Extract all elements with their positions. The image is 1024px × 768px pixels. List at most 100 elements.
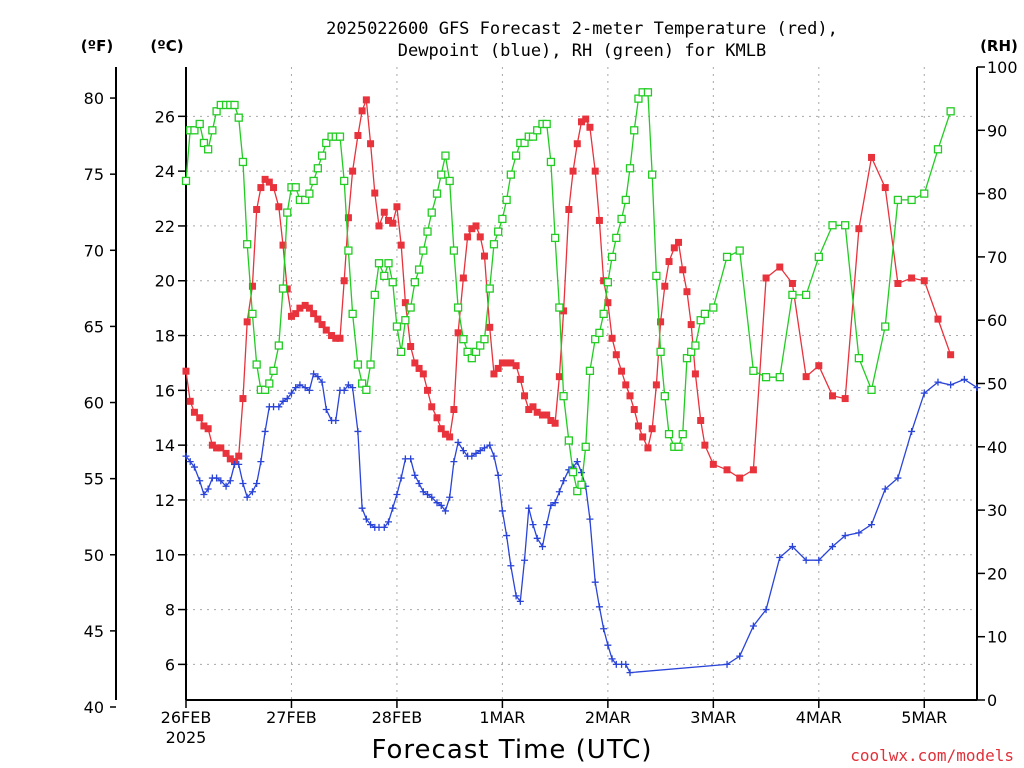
dewpoint-point [450, 458, 458, 466]
temperature-point [855, 225, 863, 233]
temperature-point [595, 216, 603, 224]
temperature-point [908, 274, 916, 282]
temperature-point [204, 425, 212, 433]
rh-point [652, 271, 661, 281]
fahrenheit-tick-label: 65 [84, 317, 104, 336]
temperature-point [301, 301, 309, 309]
celsius-tick-label: 26 [155, 107, 175, 126]
temperature-point [675, 238, 683, 246]
temperature-point [626, 392, 634, 400]
rh-point [700, 309, 710, 319]
temperature-point [459, 274, 467, 282]
rh-point [585, 366, 595, 375]
rh-point [664, 429, 674, 439]
temperature-point [322, 326, 330, 334]
rh-point [401, 316, 410, 325]
rh-point [384, 259, 393, 268]
temperature-point [328, 332, 336, 340]
rh-point [648, 170, 657, 179]
x-tick-label: 3MAR [690, 708, 736, 727]
dewpoint-point [314, 373, 322, 381]
temperature-point [762, 274, 770, 282]
dewpoint-point [380, 523, 388, 531]
rh-point [907, 195, 916, 205]
dewpoint-point [604, 641, 612, 649]
dewpoint-point [498, 507, 506, 515]
rh-point [573, 486, 582, 496]
dewpoint-point [586, 515, 594, 523]
chart-title-line-1: 2025022600 GFS Forecast 2-meter Temperat… [326, 19, 838, 39]
rh-tick-label: 90 [987, 121, 1007, 140]
rh-point [427, 208, 436, 217]
temperature-point [454, 329, 462, 337]
dewpoint-point [595, 603, 603, 611]
dewpoint-point [349, 384, 357, 392]
temperature-point [829, 392, 837, 400]
dewpoint-point [538, 543, 546, 551]
dewpoint-point [261, 427, 269, 435]
dewpoint-point [486, 441, 494, 449]
dewpoint-point [459, 447, 467, 455]
dewpoint-point [384, 518, 392, 526]
dewpoint-point [344, 381, 352, 389]
dewpoint-point [516, 597, 524, 605]
rh-point [630, 126, 639, 135]
fahrenheit-tick-label: 45 [84, 622, 104, 641]
rh-point [691, 341, 700, 350]
temperature-point [679, 266, 687, 274]
rh-point [335, 132, 345, 141]
dewpoint-point [868, 521, 876, 529]
celsius-tick-label: 10 [155, 546, 175, 565]
temperature-point [701, 441, 709, 449]
rh-point [634, 94, 643, 103]
dewpoint-point [296, 381, 304, 389]
x-tick-label: 5MAR [901, 708, 947, 727]
rh-point [489, 240, 499, 249]
chart-title: 2025022600 GFS Forecast 2-meter Temperat… [326, 19, 838, 61]
rh-point [313, 164, 322, 173]
temperature-point [397, 241, 405, 249]
dewpoint-point [494, 471, 502, 479]
temperature-point [401, 299, 409, 307]
temperature-point [407, 343, 415, 351]
temperature-point [441, 430, 449, 438]
temperature-point [802, 373, 810, 381]
dewpoint-point [547, 501, 555, 509]
fahrenheit-tick-label: 40 [84, 698, 104, 717]
temperature-point [384, 216, 392, 224]
rh-point [854, 354, 864, 363]
rh-point [467, 354, 476, 363]
temperature-point [310, 310, 318, 318]
rh-point [238, 157, 248, 167]
dewpoint-point [894, 474, 902, 482]
temperature-point [428, 403, 436, 411]
dewpoint-point [507, 562, 515, 570]
temperature-point [591, 167, 599, 175]
dewpoint-point [920, 389, 928, 397]
temperature-point [200, 422, 208, 430]
dewpoint-point [960, 375, 968, 383]
rh-point [542, 119, 551, 129]
dewpoint-point [472, 449, 480, 457]
dewpoint-point [340, 386, 348, 394]
dewpoint-point [235, 460, 243, 468]
dewpoint-point [419, 488, 427, 496]
dewpoint-point [213, 474, 221, 482]
dewpoint-point [841, 532, 849, 540]
temperature-point [314, 315, 322, 323]
rh-point [506, 170, 515, 179]
rh-point [494, 227, 503, 236]
rh-point [278, 284, 288, 293]
rh-point [841, 221, 850, 230]
temperature-point [468, 225, 476, 233]
dewpoint-point [476, 447, 484, 455]
celsius-tick-label: 20 [155, 272, 175, 291]
rh-line [185, 91, 952, 493]
dewpoint-point [182, 452, 190, 460]
rh-point [392, 322, 402, 331]
fahrenheit-tick-label: 75 [84, 165, 104, 184]
temperature-point [494, 364, 502, 372]
rh-point [449, 246, 459, 255]
rh-point [788, 290, 797, 300]
rh-point [370, 290, 379, 300]
